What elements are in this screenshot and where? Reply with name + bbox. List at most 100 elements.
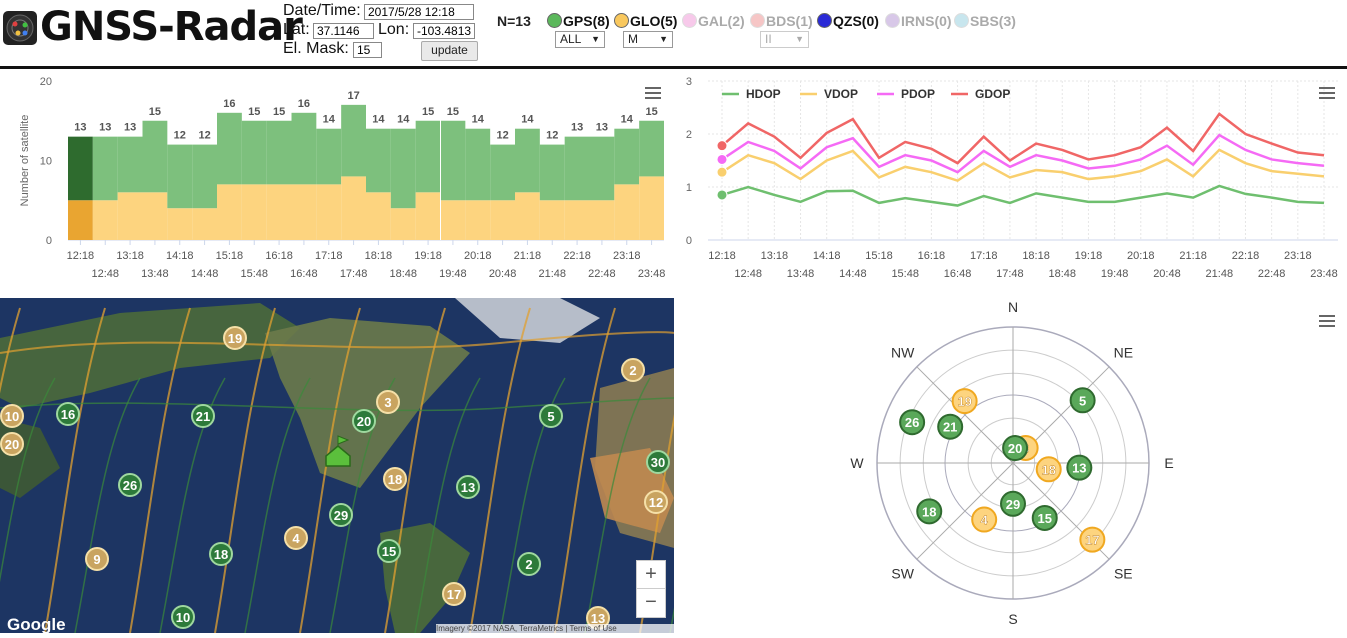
x-tick-label: 19:48: [1101, 268, 1129, 280]
radar-logo-icon: [3, 11, 37, 45]
bar-glo: [192, 208, 217, 240]
terms-link[interactable]: Terms of Use: [569, 624, 617, 633]
bar-total-label: 13: [596, 122, 608, 134]
chart-menu-icon[interactable]: [1319, 315, 1335, 327]
bar-glo: [341, 176, 366, 240]
map-sat-marker-glo: [284, 526, 308, 550]
bar-glo: [440, 200, 466, 240]
lon-input[interactable]: [413, 23, 475, 39]
zoom-out-button[interactable]: −: [636, 588, 666, 618]
map-sat-label: 2: [629, 363, 636, 378]
bds-select[interactable]: II ▼: [760, 31, 809, 48]
direction-label-e: E: [1164, 455, 1173, 471]
x-tick-label: 18:18: [365, 250, 393, 262]
land-greenland: [455, 298, 600, 343]
x-tick-label: 13:48: [141, 268, 169, 280]
sat-marker-glo: [971, 506, 998, 533]
satellite-count-chart: 0 10 20 Number of satellite 13 12:18 13 12:48 13…: [0, 72, 674, 292]
x-tick-label: 12:48: [91, 268, 119, 280]
system-toggle-sbs[interactable]: SBS(3): [954, 13, 1016, 29]
chart-menu-icon[interactable]: [1319, 87, 1335, 99]
bar-glo: [266, 184, 292, 240]
sat-label: 20: [1008, 441, 1022, 456]
bar-total-label: 15: [273, 106, 285, 118]
zoom-in-button[interactable]: +: [636, 560, 666, 590]
system-toggle-bds[interactable]: BDS(1): [750, 13, 813, 29]
system-dot-icon: [817, 13, 832, 28]
system-toggle-qzs[interactable]: QZS(0): [817, 13, 879, 29]
map-sat-label: 19: [228, 331, 242, 346]
satellite-ground-track-map[interactable]: 19 2 10 16 21 3 20 5 20 30 26 18 13 12 29 4 15 9 18 2 17 10 13…: [0, 298, 674, 633]
x-tick-label: 13:18: [761, 250, 789, 262]
system-dot-icon: [547, 13, 562, 28]
bar-gps: [92, 136, 118, 201]
elmask-input[interactable]: [353, 42, 382, 58]
bar-glo: [589, 200, 615, 240]
y-tick-label: 0: [46, 235, 52, 247]
x-tick-label: 13:18: [116, 250, 144, 262]
system-toggle-gal[interactable]: GAL(2): [682, 13, 745, 29]
x-tick-label: 15:18: [865, 250, 893, 262]
system-label: QZS(0): [833, 13, 879, 29]
map-sat-label: 17: [447, 587, 461, 602]
bar-gps: [117, 136, 143, 193]
x-tick-label: 20:48: [489, 268, 517, 280]
system-toggle-irns[interactable]: IRNS(0): [885, 13, 952, 29]
map-sat-marker-glo: [383, 467, 407, 491]
x-tick-label: 18:18: [1022, 250, 1050, 262]
x-tick-label: 15:48: [240, 268, 268, 280]
sat-marker-gps: [1031, 504, 1058, 531]
sat-marker-gps: [1069, 387, 1096, 414]
glo-select[interactable]: M ▼: [623, 31, 673, 48]
map-sat-label: 13: [461, 480, 475, 495]
google-logo: Google: [7, 615, 66, 633]
dop-line-vdop: [721, 148, 1325, 183]
glo-ground-track: [469, 307, 531, 633]
x-tick-label: 16:48: [290, 268, 318, 280]
bar-gps: [241, 120, 267, 185]
x-tick-label: 17:18: [315, 250, 343, 262]
dop-chart-svg: 0 1 2 3 12:18 12:48 13:18 13:48 14:18 14:48 15:18 1…: [686, 76, 1338, 280]
system-toggle-gps[interactable]: GPS(8): [547, 13, 610, 29]
x-tick-label: 21:48: [538, 268, 566, 280]
x-tick-label: 17:48: [996, 268, 1024, 280]
bar-total-label: 13: [74, 122, 86, 134]
map-sat-marker-gps: [118, 473, 142, 497]
gps-ground-track: [244, 377, 311, 633]
x-tick-label: 18:48: [389, 268, 417, 280]
map-sat-label: 20: [357, 414, 371, 429]
system-label: SBS(3): [970, 13, 1016, 29]
map-sat-label: 20: [5, 437, 19, 452]
x-tick-label: 17:18: [970, 250, 998, 262]
bar-glo: [167, 208, 193, 240]
bar-glo: [639, 176, 664, 240]
update-button[interactable]: update: [421, 41, 478, 61]
gps-select-value: ALL: [560, 32, 582, 46]
bar-gps: [266, 120, 292, 185]
bar-total-label: 14: [372, 114, 385, 126]
y-tick-label: 3: [686, 76, 692, 88]
map-sat-label: 26: [123, 478, 137, 493]
chart-menu-icon[interactable]: [645, 87, 661, 99]
map-sat-label: 18: [214, 547, 228, 562]
system-toggle-glo[interactable]: GLO(5): [614, 13, 677, 29]
direction-label-ne: NE: [1114, 345, 1133, 361]
bar-glo: [117, 192, 143, 240]
gps-select[interactable]: ALL ▼: [555, 31, 605, 48]
land-north-asia: [0, 303, 300, 408]
system-dot-icon: [750, 13, 765, 28]
map-sat-marker-glo: [376, 390, 400, 414]
lat-input[interactable]: [313, 23, 374, 39]
bar-total-label: 13: [124, 122, 136, 134]
bar-glo: [490, 200, 515, 240]
glo-ground-track: [129, 307, 191, 633]
datetime-input[interactable]: [364, 4, 474, 20]
map-sat-marker-gps: [352, 409, 376, 433]
map-svg: 19 2 10 16 21 3 20 5 20 30 26 18 13 12 29 4 15 9 18 2 17 10 13: [0, 298, 674, 633]
elmask-label: El. Mask:: [283, 40, 349, 57]
bar-total-label: 17: [347, 90, 359, 102]
gps-ground-track: [414, 377, 481, 633]
bar-glo: [291, 184, 317, 240]
bar-gps: [564, 136, 590, 201]
bar-glo: [217, 184, 242, 240]
